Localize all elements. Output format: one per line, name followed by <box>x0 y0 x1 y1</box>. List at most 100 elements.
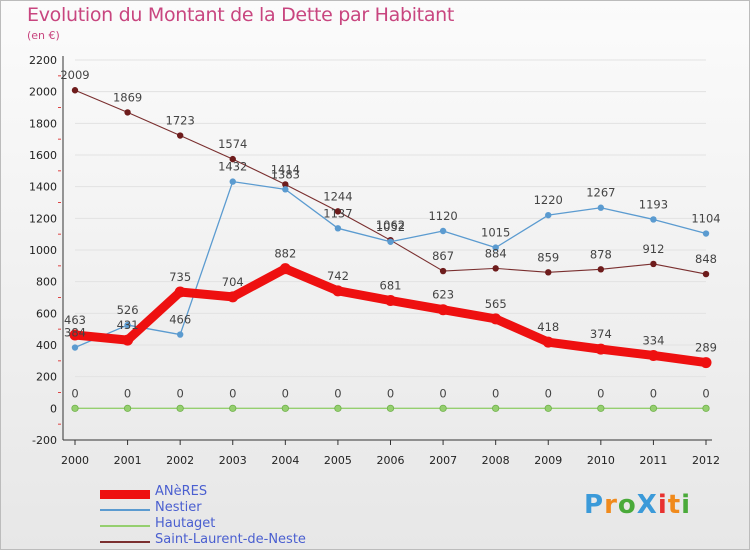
y-tick-label: 600 <box>36 307 57 320</box>
data-label: 526 <box>117 303 139 317</box>
data-label: 289 <box>695 341 717 355</box>
data-point <box>334 208 342 215</box>
data-label: 1220 <box>534 193 563 207</box>
x-tick-label: 2003 <box>219 454 247 467</box>
data-point <box>385 295 396 307</box>
data-point <box>124 109 131 116</box>
x-tick-label: 2006 <box>377 454 405 467</box>
data-label: 0 <box>545 386 552 400</box>
data-point <box>123 404 132 412</box>
data-label: 1015 <box>481 226 510 240</box>
y-tick-label: 1600 <box>29 149 57 162</box>
data-label: 1052 <box>376 220 405 234</box>
data-point <box>650 216 657 223</box>
x-tick-label: 2008 <box>482 454 510 467</box>
data-point <box>227 291 239 303</box>
data-label: 848 <box>695 252 717 266</box>
data-label: 912 <box>642 242 664 256</box>
data-point <box>279 263 291 275</box>
data-point <box>334 225 342 232</box>
data-label: 1414 <box>271 162 300 176</box>
data-point <box>122 334 134 346</box>
data-point <box>282 181 289 188</box>
x-tick-label: 2002 <box>166 454 194 467</box>
data-label: 742 <box>327 269 349 283</box>
data-point <box>176 404 184 412</box>
x-tick-label: 2004 <box>271 454 299 467</box>
data-label: 0 <box>282 386 289 400</box>
data-point <box>174 286 186 298</box>
data-label: 1120 <box>428 209 457 223</box>
data-label: 1723 <box>166 114 195 128</box>
data-label: 418 <box>537 320 559 334</box>
data-point <box>439 267 447 275</box>
data-point <box>542 336 554 348</box>
data-point <box>700 357 712 369</box>
data-label: 334 <box>642 333 664 347</box>
chart-subtitle: (en €) <box>27 29 60 42</box>
data-point <box>437 304 449 316</box>
data-label: 0 <box>439 386 446 400</box>
data-point <box>647 349 659 361</box>
data-point <box>281 404 289 412</box>
data-point <box>439 404 447 412</box>
chart-title: Evolution du Montant de la Dette par Hab… <box>27 4 455 26</box>
data-point <box>545 211 552 219</box>
data-point <box>334 404 342 412</box>
x-tick-label: 2000 <box>61 454 89 467</box>
data-point <box>71 404 79 412</box>
y-tick-label: 0 <box>50 402 57 415</box>
data-label: 1137 <box>323 206 352 220</box>
data-point <box>176 132 184 139</box>
data-point <box>229 404 237 412</box>
data-point <box>386 404 395 412</box>
x-tick-label: 2009 <box>534 454 562 467</box>
data-point <box>387 238 394 245</box>
legend-label: Hautaget <box>155 516 216 531</box>
data-label: 1062 <box>376 218 405 232</box>
data-point <box>490 313 502 325</box>
data-point <box>597 266 605 273</box>
data-label: 374 <box>590 327 612 341</box>
data-point <box>544 404 552 412</box>
data-label: 1383 <box>271 167 300 181</box>
data-point <box>702 230 710 237</box>
data-label: 1267 <box>586 186 615 200</box>
data-label: 466 <box>169 313 191 327</box>
y-tick-label: 400 <box>36 339 57 352</box>
x-tick-label: 2011 <box>639 454 667 467</box>
legend-label: Nestier <box>155 500 202 515</box>
data-label: 1104 <box>691 212 720 226</box>
data-label: 0 <box>702 386 709 400</box>
data-label: 867 <box>432 249 454 263</box>
data-label: 0 <box>177 386 184 400</box>
data-label: 0 <box>334 386 341 400</box>
data-point <box>69 329 81 341</box>
data-point <box>649 404 658 412</box>
data-label: 859 <box>537 250 559 264</box>
legend-swatch <box>100 525 150 527</box>
data-label: 0 <box>597 386 604 400</box>
data-label: 1193 <box>639 197 668 211</box>
data-label: 878 <box>590 247 612 261</box>
data-point <box>229 178 236 185</box>
data-label: 1244 <box>323 189 352 203</box>
data-point <box>492 244 499 251</box>
legend-label: Saint-Laurent-de-Neste <box>155 532 306 547</box>
y-tick-label: -200 <box>32 434 57 447</box>
x-tick-label: 2012 <box>692 454 720 467</box>
data-point <box>702 270 710 278</box>
y-tick-label: 1000 <box>29 244 57 257</box>
data-point <box>650 260 657 268</box>
data-point <box>124 321 131 329</box>
data-point <box>545 269 552 276</box>
data-label: 0 <box>492 386 499 400</box>
data-label: 882 <box>274 247 296 261</box>
data-label: 431 <box>117 318 139 332</box>
data-point <box>702 404 710 412</box>
data-point <box>439 227 447 235</box>
data-label: 735 <box>169 270 191 284</box>
data-point <box>229 155 236 163</box>
data-label: 384 <box>64 326 86 340</box>
y-tick-label: 200 <box>36 371 57 384</box>
